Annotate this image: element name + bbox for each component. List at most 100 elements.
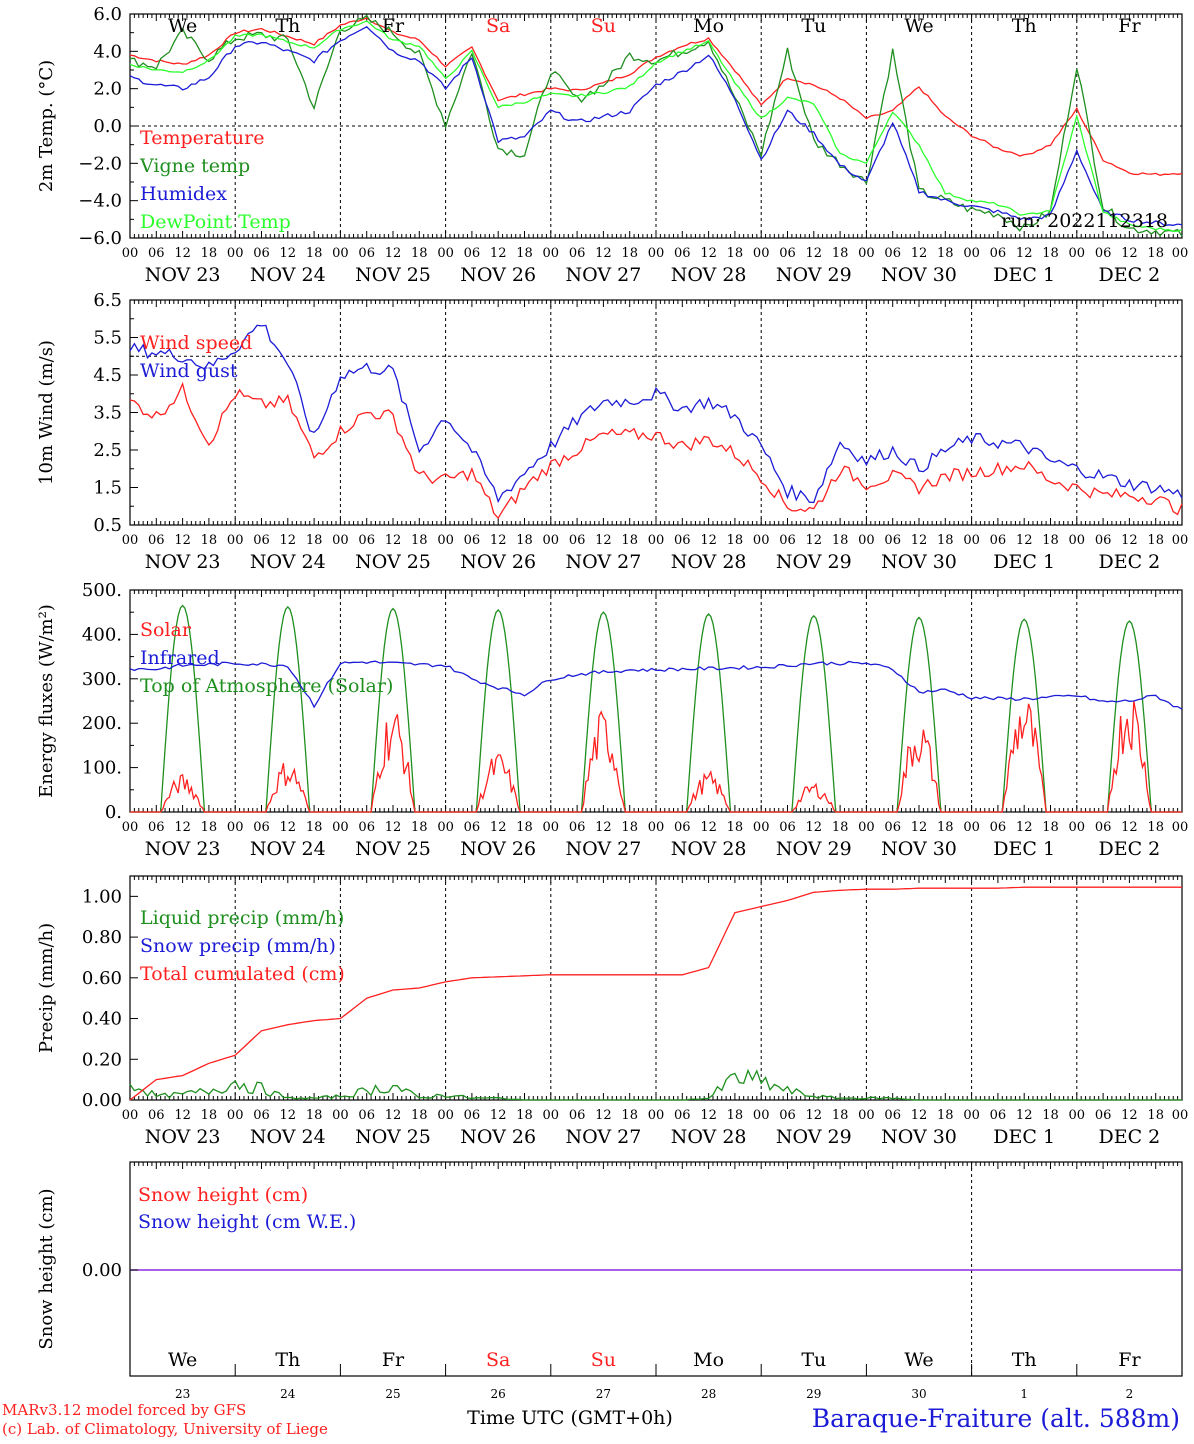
legend-entry: Snow precip (mm/h) [140, 935, 336, 957]
day-number: 25 [385, 1387, 400, 1401]
day-label: NOV 27 [565, 1126, 641, 1148]
day-label: NOV 28 [671, 264, 747, 286]
y-axis-label: 10m Wind (m/s) [36, 340, 57, 485]
hour-tick-label: 18 [1147, 820, 1164, 835]
hour-tick-label: 06 [464, 1108, 481, 1123]
hour-tick-label: 06 [569, 533, 586, 548]
hour-tick-label: 18 [306, 533, 323, 548]
hour-tick-label: 18 [411, 820, 428, 835]
hour-tick-label: 06 [1095, 820, 1112, 835]
y-tick-label: −2.0 [78, 153, 122, 174]
day-label: DEC 2 [1099, 838, 1161, 860]
day-label: DEC 1 [993, 551, 1055, 573]
hour-tick-label: 00 [437, 246, 454, 261]
hour-tick-label: 12 [700, 820, 717, 835]
hour-tick-label: 12 [1121, 1108, 1138, 1123]
day-label: NOV 29 [776, 838, 852, 860]
hour-tick-label: 18 [201, 246, 218, 261]
hour-tick-label: 06 [569, 820, 586, 835]
hour-tick-label: 00 [122, 1108, 139, 1123]
hour-tick-label: 12 [490, 820, 507, 835]
hour-tick-label: 06 [674, 246, 691, 261]
weekday-label: Th [1012, 15, 1037, 37]
hour-tick-label: 18 [1042, 1108, 1059, 1123]
hour-tick-label: 00 [227, 820, 244, 835]
hour-tick-label: 12 [490, 1108, 507, 1123]
hour-tick-label: 06 [1095, 1108, 1112, 1123]
hour-tick-label: 00 [753, 820, 770, 835]
y-tick-label: 2.5 [93, 440, 122, 461]
hour-tick-label: 12 [385, 246, 402, 261]
hour-tick-label: 06 [779, 1108, 796, 1123]
hour-tick-label: 00 [122, 246, 139, 261]
hour-tick-label: 00 [1172, 246, 1189, 261]
y-tick-label: −6.0 [78, 228, 122, 249]
y-axis-label: Precip (mm/h) [36, 923, 57, 1053]
hour-tick-label: 12 [174, 246, 191, 261]
hour-tick-label: 00 [543, 1108, 560, 1123]
day-label: NOV 30 [881, 264, 957, 286]
y-tick-label: 0.5 [93, 515, 122, 536]
day-label: NOV 25 [355, 264, 431, 286]
hour-tick-label: 18 [1147, 533, 1164, 548]
hour-tick-label: 18 [411, 533, 428, 548]
hour-tick-label: 00 [753, 533, 770, 548]
hour-tick-label: 00 [332, 1108, 349, 1123]
hour-tick-label: 06 [674, 533, 691, 548]
day-label: NOV 30 [881, 1126, 957, 1148]
weekday-label: Mo [693, 15, 724, 37]
hour-tick-label: 00 [1069, 246, 1086, 261]
legend-entry: Wind speed [140, 332, 252, 354]
hour-tick-label: 18 [1147, 246, 1164, 261]
weekday-label: Fr [1118, 1349, 1141, 1371]
hour-tick-label: 12 [1121, 533, 1138, 548]
day-label: NOV 27 [565, 551, 641, 573]
hour-tick-label: 18 [306, 1108, 323, 1123]
day-number: 2 [1126, 1387, 1134, 1401]
hour-tick-label: 06 [674, 820, 691, 835]
hour-tick-label: 00 [1069, 533, 1086, 548]
y-tick-label: 100. [82, 758, 122, 779]
day-number: 27 [596, 1387, 611, 1401]
hour-tick-label: 12 [911, 820, 928, 835]
hour-tick-label: 12 [385, 820, 402, 835]
hour-tick-label: 00 [1172, 1108, 1189, 1123]
y-tick-label: 0.40 [82, 1009, 122, 1030]
y-tick-label: 6.5 [93, 290, 122, 311]
hour-tick-label: 12 [1121, 246, 1138, 261]
hour-tick-label: 18 [621, 246, 638, 261]
hour-tick-label: 12 [1016, 533, 1033, 548]
weekday-label: Fr [382, 15, 405, 37]
weekday-label: Sa [486, 15, 510, 37]
legend-entry: Vigne temp [139, 155, 250, 177]
weekday-label: Th [275, 15, 300, 37]
hour-tick-label: 12 [280, 1108, 297, 1123]
hour-tick-label: 00 [648, 820, 665, 835]
legend-entry: Solar [140, 619, 192, 641]
hour-tick-label: 06 [779, 820, 796, 835]
hour-tick-label: 06 [253, 820, 270, 835]
hour-tick-label: 12 [490, 246, 507, 261]
hour-tick-label: 18 [306, 246, 323, 261]
day-number: 23 [175, 1387, 190, 1401]
hour-tick-label: 12 [700, 1108, 717, 1123]
day-label: NOV 25 [355, 551, 431, 573]
day-label: DEC 1 [993, 838, 1055, 860]
weekday-label: Su [591, 1349, 616, 1371]
hour-tick-label: 00 [437, 533, 454, 548]
hour-tick-label: 00 [858, 533, 875, 548]
series-line [130, 604, 1182, 813]
station-title: Baraque-Fraiture (alt. 588m) [812, 1404, 1180, 1433]
day-number: 28 [701, 1387, 716, 1401]
hour-tick-label: 06 [358, 820, 375, 835]
legend-entry: Top of Atmosphere (Solar) [140, 675, 393, 697]
hour-tick-label: 18 [727, 820, 744, 835]
y-tick-label: 300. [82, 669, 122, 690]
hour-tick-label: 12 [1121, 820, 1138, 835]
hour-tick-label: 00 [543, 246, 560, 261]
hour-tick-label: 00 [963, 820, 980, 835]
hour-tick-label: 00 [1172, 820, 1189, 835]
weekday-label: We [168, 1349, 197, 1371]
